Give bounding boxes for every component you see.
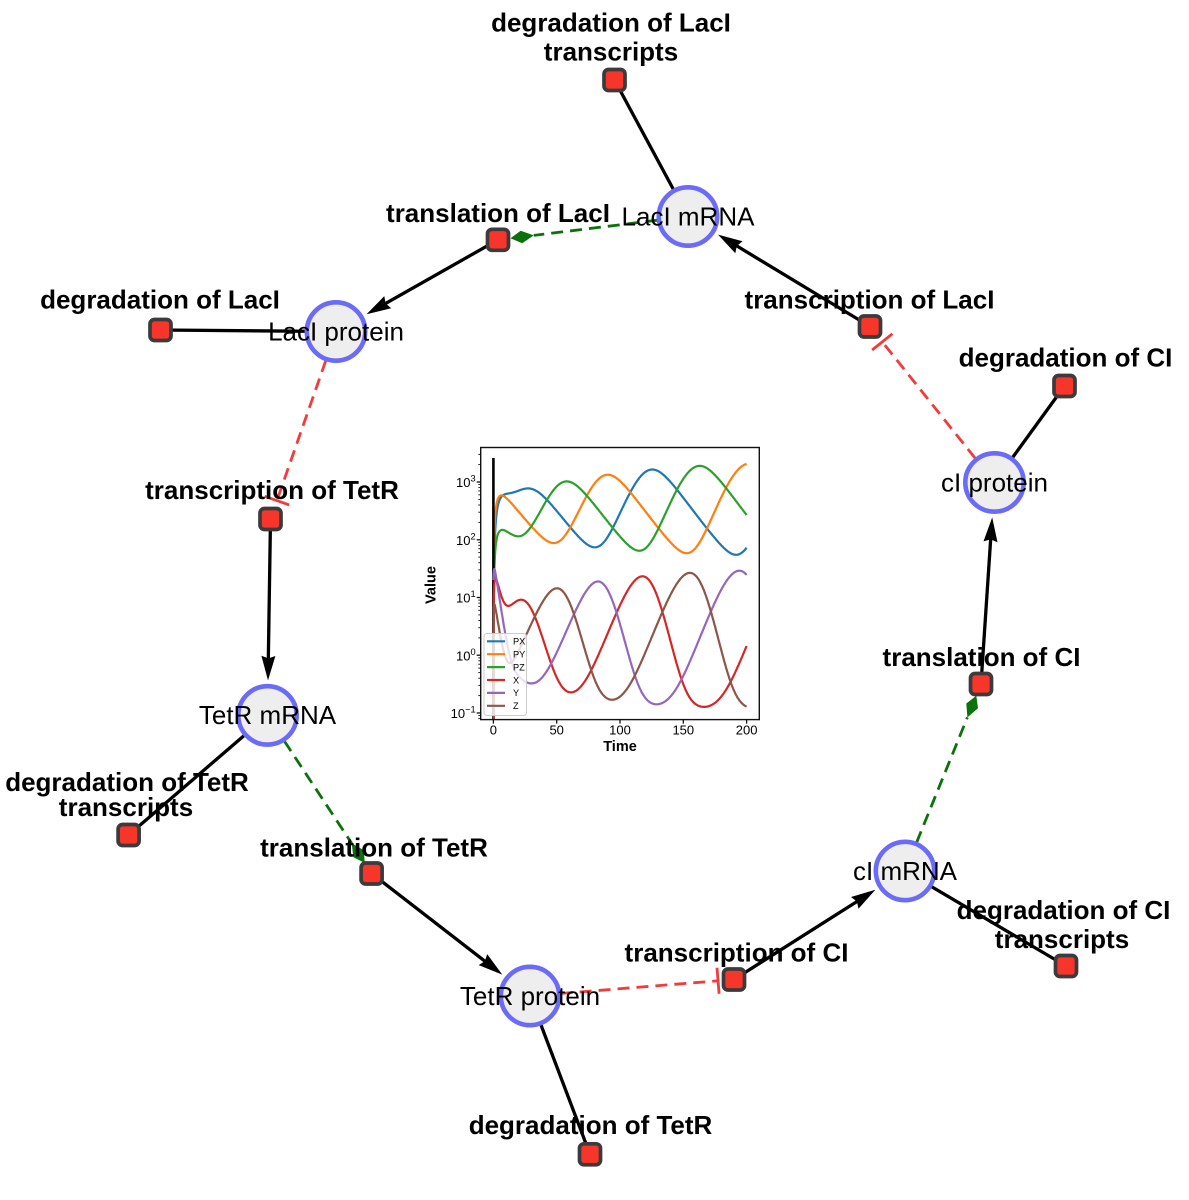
svg-text:transcription of LacI: transcription of LacI: [745, 285, 995, 315]
svg-text:Y: Y: [513, 688, 519, 698]
svg-text:transcription of CI: transcription of CI: [625, 938, 849, 968]
svg-text:TetR mRNA: TetR mRNA: [199, 700, 337, 730]
svg-text:102: 102: [456, 532, 476, 549]
svg-text:degradation of LacI: degradation of LacI: [491, 8, 731, 38]
svg-text:degradation of CI: degradation of CI: [959, 343, 1173, 373]
svg-text:transcripts: transcripts: [59, 792, 193, 822]
svg-text:100: 100: [609, 723, 631, 738]
svg-text:TetR protein: TetR protein: [460, 981, 600, 1011]
svg-text:101: 101: [456, 589, 476, 606]
svg-text:translation of LacI: translation of LacI: [386, 198, 610, 228]
svg-text:PX: PX: [513, 637, 525, 647]
svg-text:X: X: [513, 675, 519, 685]
svg-text:150: 150: [672, 723, 694, 738]
svg-text:200: 200: [736, 723, 758, 738]
svg-text:0: 0: [490, 723, 497, 738]
svg-text:Time: Time: [603, 739, 637, 755]
svg-text:transcripts: transcripts: [995, 924, 1129, 954]
svg-text:degradation of CI: degradation of CI: [957, 895, 1171, 925]
svg-text:translation of CI: translation of CI: [883, 642, 1081, 672]
svg-text:transcription of TetR: transcription of TetR: [145, 475, 399, 505]
svg-text:cI mRNA: cI mRNA: [853, 856, 958, 886]
svg-text:PZ: PZ: [513, 662, 525, 672]
svg-text:transcripts: transcripts: [544, 37, 678, 67]
svg-text:degradation of TetR: degradation of TetR: [469, 1110, 713, 1140]
svg-text:Value: Value: [424, 566, 440, 604]
svg-text:degradation of LacI: degradation of LacI: [40, 285, 280, 315]
svg-text:LacI protein: LacI protein: [268, 316, 404, 346]
svg-text:10−1: 10−1: [451, 705, 476, 722]
svg-text:LacI mRNA: LacI mRNA: [622, 201, 756, 231]
svg-text:PY: PY: [513, 650, 525, 660]
svg-text:100: 100: [456, 647, 476, 664]
svg-text:translation of TetR: translation of TetR: [260, 833, 488, 863]
svg-text:cI protein: cI protein: [941, 467, 1048, 497]
svg-text:50: 50: [549, 723, 563, 738]
svg-text:Z: Z: [513, 701, 519, 711]
svg-text:degradation of TetR: degradation of TetR: [5, 767, 249, 797]
svg-text:103: 103: [456, 474, 476, 491]
